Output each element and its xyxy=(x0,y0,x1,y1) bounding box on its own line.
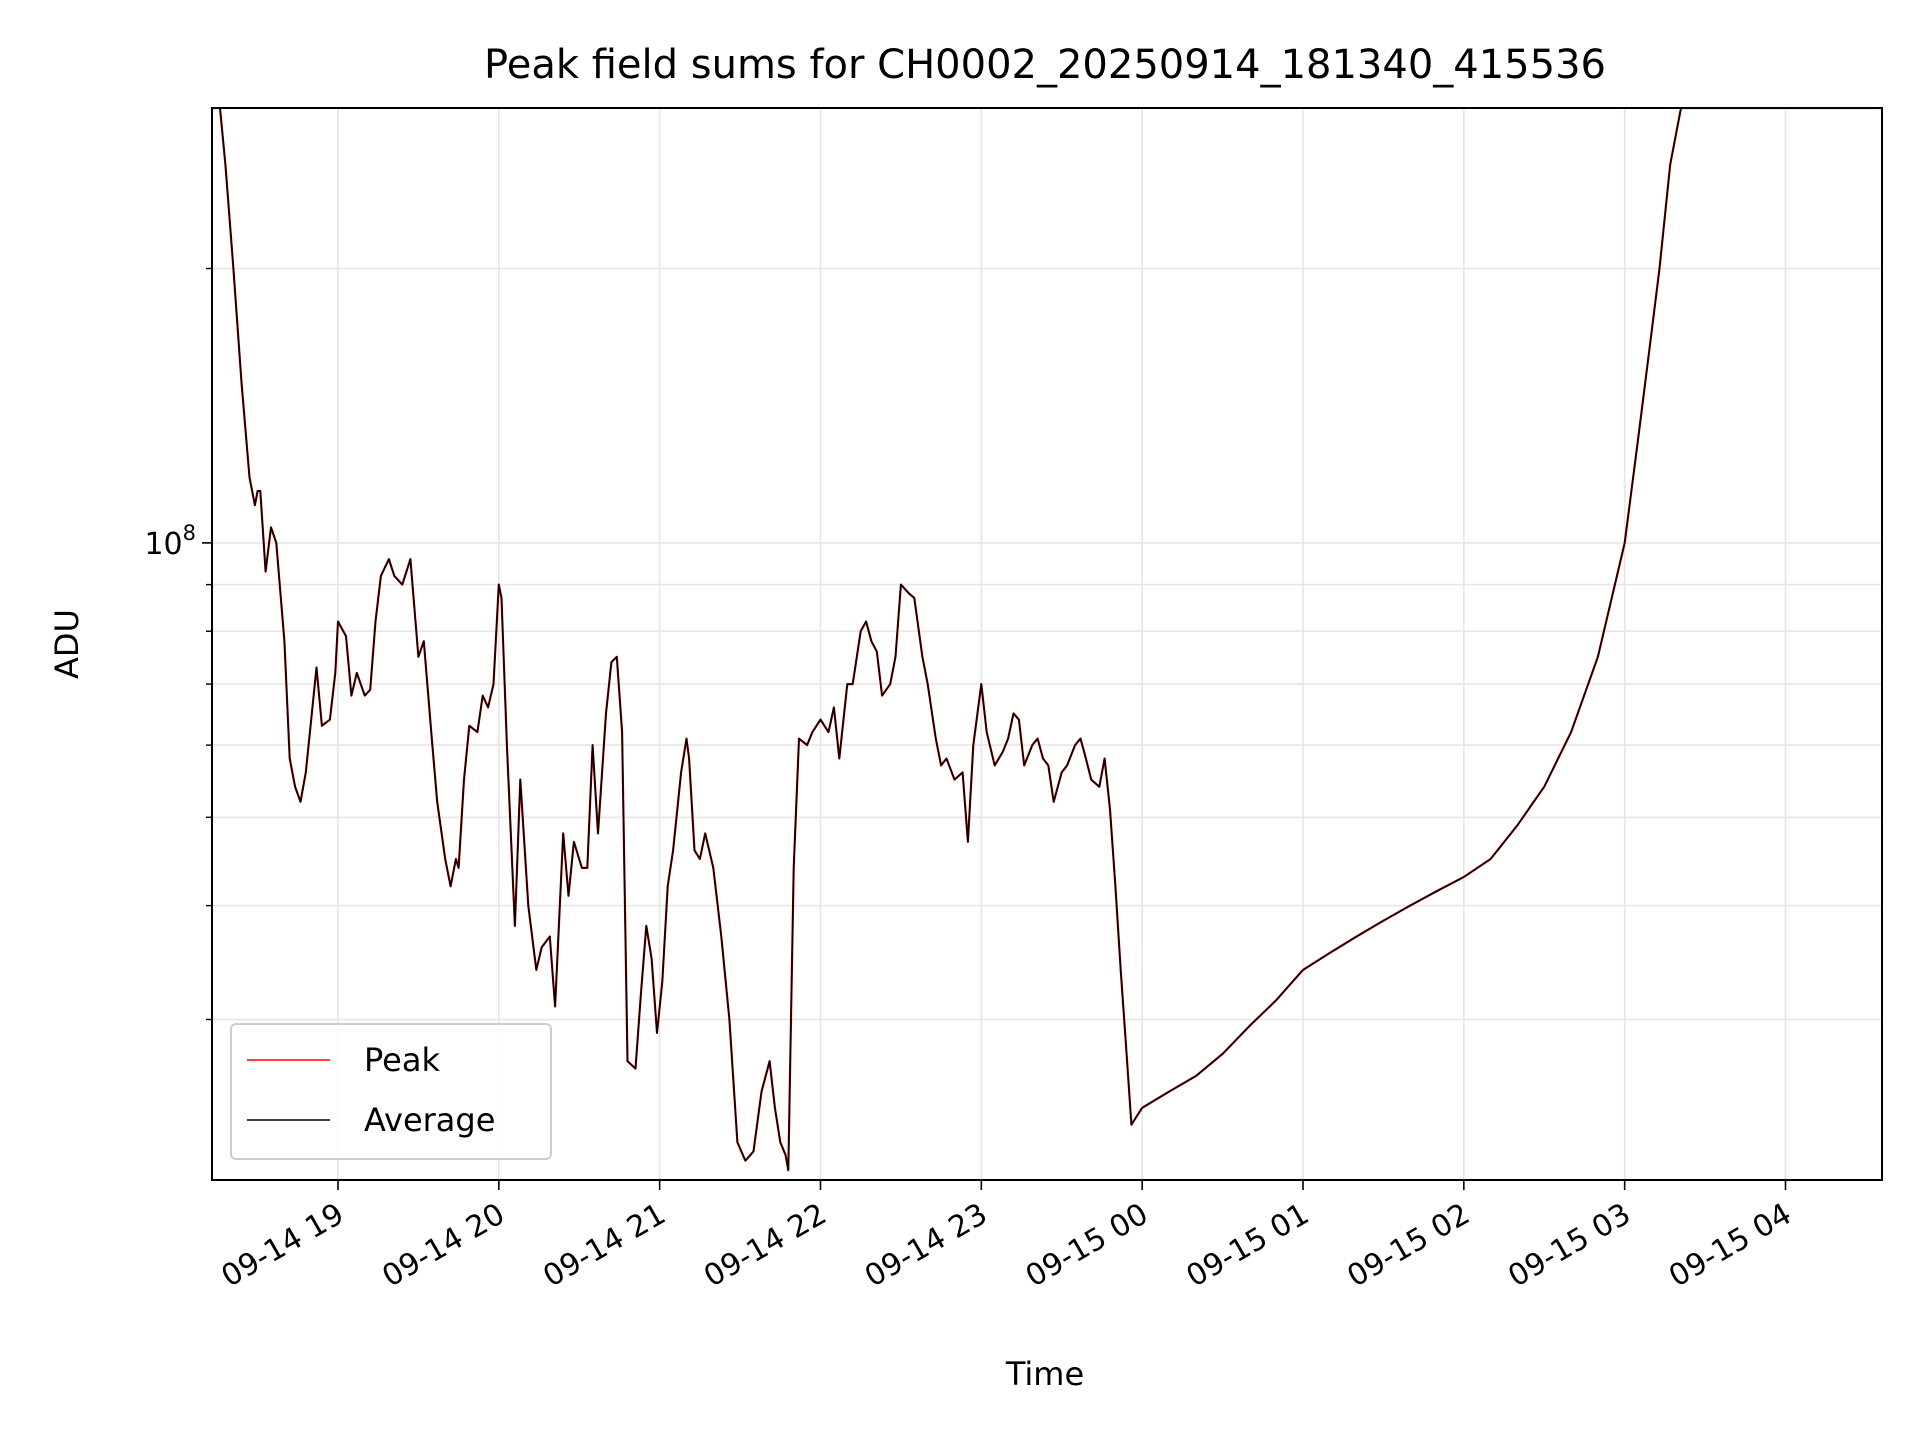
x-axis-label: Time xyxy=(1005,1355,1084,1393)
legend-label-average: Average xyxy=(364,1101,495,1139)
legend-label-peak: Peak xyxy=(364,1041,440,1079)
y-tick-label: 108 xyxy=(144,521,196,562)
axes-frame xyxy=(211,107,1883,1181)
series-line-average xyxy=(212,108,1882,1171)
y-axis: 108 xyxy=(144,267,212,1021)
chart-title: Peak field sums for CH0002_20250914_1813… xyxy=(484,42,1606,88)
legend: Peak Average xyxy=(230,1023,552,1160)
y-axis-label: ADU xyxy=(48,609,86,679)
legend-box xyxy=(230,1023,552,1160)
series-layer xyxy=(212,108,1882,1172)
plot-area xyxy=(211,107,1883,1181)
grid-lines xyxy=(212,108,1882,1180)
